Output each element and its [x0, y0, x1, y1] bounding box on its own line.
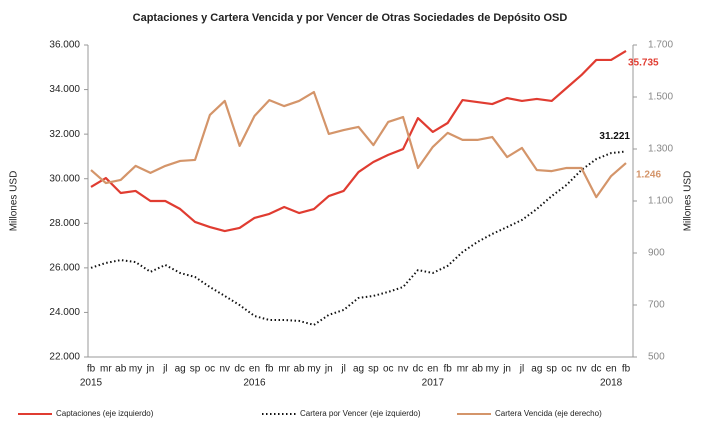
- x-group-label: 2016: [243, 378, 266, 389]
- series-line: [90, 150, 627, 326]
- x-tick-label: my: [486, 364, 499, 375]
- x-tick-label: jl: [162, 364, 167, 375]
- y-tick-label: 26.000: [49, 262, 80, 273]
- y2-tick-label: 1.700: [648, 40, 673, 51]
- x-tick-label: jl: [519, 364, 524, 375]
- x-tick-label: mr: [100, 364, 112, 375]
- x-group-label: 2018: [600, 378, 623, 389]
- x-tick-label: fb: [265, 364, 274, 375]
- x-tick-label: ab: [472, 364, 484, 375]
- x-tick-label: nv: [576, 364, 587, 375]
- y2-tick-label: 500: [648, 352, 665, 363]
- x-tick-label: nv: [398, 364, 409, 375]
- x-tick-label: sp: [190, 364, 201, 375]
- x-tick-label: mr: [278, 364, 290, 375]
- y2-tick-label: 900: [648, 248, 665, 259]
- y-tick-label: 32.000: [49, 129, 80, 140]
- legend-label: Captaciones (eje izquierdo): [56, 409, 154, 418]
- x-tick-label: sp: [546, 364, 557, 375]
- y2-axis-label: Millones USD: [683, 171, 694, 232]
- y2-tick-label: 1.500: [648, 92, 673, 103]
- x-tick-label: oc: [561, 364, 572, 375]
- x-tick-label: jl: [340, 364, 345, 375]
- value-label: 1.246: [636, 170, 661, 181]
- x-tick-label: jn: [324, 364, 333, 375]
- x-tick-label: en: [427, 364, 438, 375]
- y-axis-label: Millones USD: [9, 171, 20, 232]
- x-group-label: 2015: [80, 378, 103, 389]
- x-group-label: 2017: [422, 378, 445, 389]
- x-tick-label: fb: [87, 364, 96, 375]
- x-tick-label: sp: [368, 364, 379, 375]
- y2-tick-label: 700: [648, 300, 665, 311]
- y-tick-label: 34.000: [49, 84, 80, 95]
- y-tick-label: 28.000: [49, 218, 80, 229]
- y-tick-label: 36.000: [49, 40, 80, 51]
- x-tick-label: mr: [457, 364, 469, 375]
- x-tick-label: ag: [531, 364, 542, 375]
- chart-title: Captaciones y Cartera Vencida y por Venc…: [133, 12, 568, 24]
- x-tick-label: oc: [205, 364, 216, 375]
- series-line: [90, 49, 627, 233]
- x-tick-label: fb: [443, 364, 452, 375]
- x-tick-label: jn: [146, 364, 155, 375]
- x-tick-label: my: [307, 364, 320, 375]
- x-tick-label: my: [129, 364, 142, 375]
- y2-tick-label: 1.100: [648, 196, 673, 207]
- x-tick-label: en: [606, 364, 617, 375]
- series-line: [90, 90, 627, 199]
- x-tick-label: dc: [234, 364, 245, 375]
- legend-label: Cartera por Vencer (eje izquierdo): [300, 409, 421, 418]
- y-tick-label: 30.000: [49, 173, 80, 184]
- value-label: 31.221: [599, 131, 630, 142]
- x-tick-label: dc: [591, 364, 602, 375]
- x-tick-label: ag: [175, 364, 186, 375]
- x-tick-label: fb: [622, 364, 631, 375]
- x-tick-label: ab: [293, 364, 305, 375]
- x-tick-label: jn: [502, 364, 511, 375]
- x-tick-label: oc: [383, 364, 394, 375]
- y-tick-label: 22.000: [49, 352, 80, 363]
- x-tick-label: ab: [115, 364, 127, 375]
- x-tick-label: ag: [353, 364, 364, 375]
- legend-label: Cartera Vencida (eje derecho): [495, 409, 602, 418]
- x-tick-label: en: [249, 364, 260, 375]
- x-tick-label: dc: [413, 364, 424, 375]
- y2-tick-label: 1.300: [648, 144, 673, 155]
- x-tick-label: nv: [219, 364, 230, 375]
- y-tick-label: 24.000: [49, 307, 80, 318]
- value-label: 35.735: [628, 58, 659, 69]
